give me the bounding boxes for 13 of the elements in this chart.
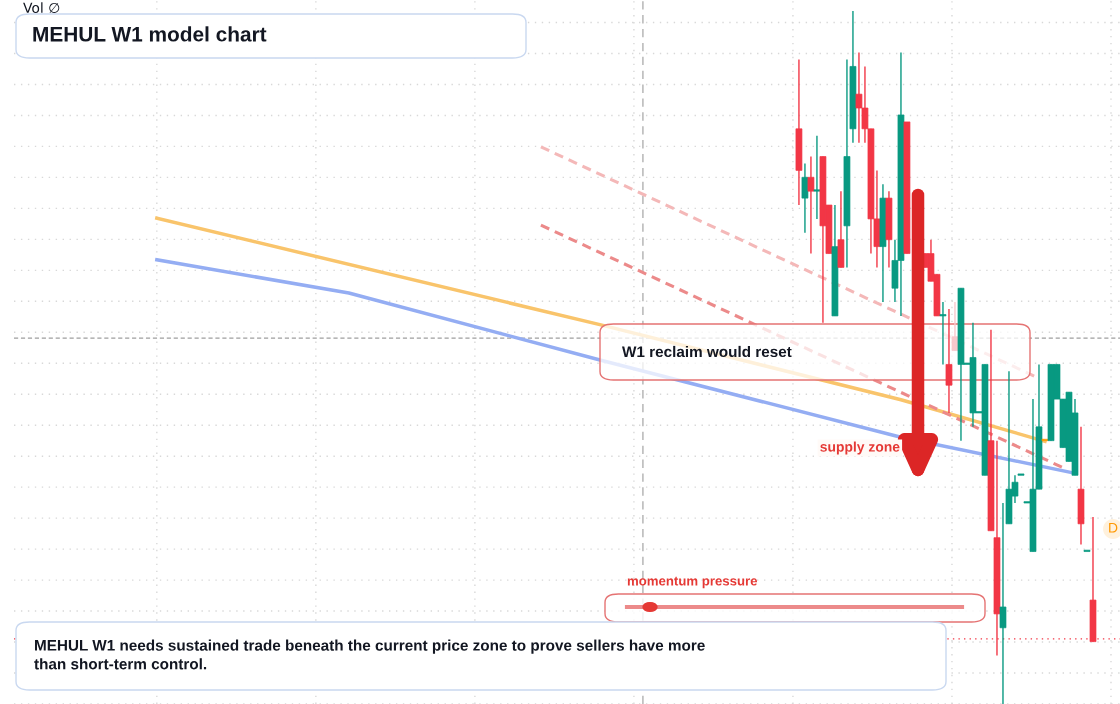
candlestick <box>951 301 959 352</box>
candlestick <box>813 135 821 220</box>
annotation: supply zone <box>820 441 900 455</box>
text: D <box>1109 523 1118 533</box>
annotation: W1 reclaim would reset <box>622 345 792 358</box>
candlestick <box>801 162 809 234</box>
candlestick <box>939 301 947 366</box>
text: Vol ∅ <box>23 2 60 14</box>
annotation: momentum pressure <box>627 576 758 589</box>
text: MEHUL W1 model chart <box>33 26 267 42</box>
candlestick <box>945 308 953 414</box>
annotation: MEHUL W1 needs sustained trade beneath the current price zone to prove sellers have more than short-term control. <box>34 639 705 670</box>
candlestick <box>807 155 815 255</box>
